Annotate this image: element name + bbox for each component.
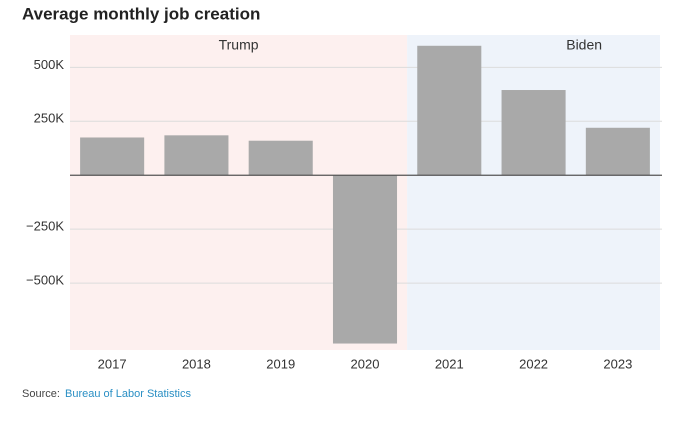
period-label: Biden: [566, 37, 602, 53]
y-tick-label: 500K: [34, 57, 65, 72]
y-tick-label: −500K: [26, 273, 64, 288]
y-tick-label: −250K: [26, 219, 64, 234]
bar: [164, 135, 229, 176]
chart-title: Average monthly job creation: [22, 4, 260, 23]
bar: [80, 137, 145, 176]
x-tick-label: 2023: [603, 356, 632, 371]
bar: [332, 175, 398, 344]
source-prefix: Source:: [22, 388, 60, 400]
bar: [501, 90, 566, 176]
bar: [248, 140, 313, 176]
x-tick-label: 2017: [98, 356, 127, 371]
bar: [585, 127, 650, 176]
x-tick-label: 2022: [519, 356, 548, 371]
source-link[interactable]: Bureau of Labor Statistics: [65, 388, 191, 400]
x-tick-label: 2019: [266, 356, 295, 371]
x-tick-label: 2018: [182, 356, 211, 371]
x-tick-label: 2020: [351, 356, 380, 371]
period-label: Trump: [219, 37, 259, 53]
x-tick-label: 2021: [435, 356, 464, 371]
bar: [417, 45, 482, 176]
y-tick-label: 250K: [34, 111, 65, 126]
